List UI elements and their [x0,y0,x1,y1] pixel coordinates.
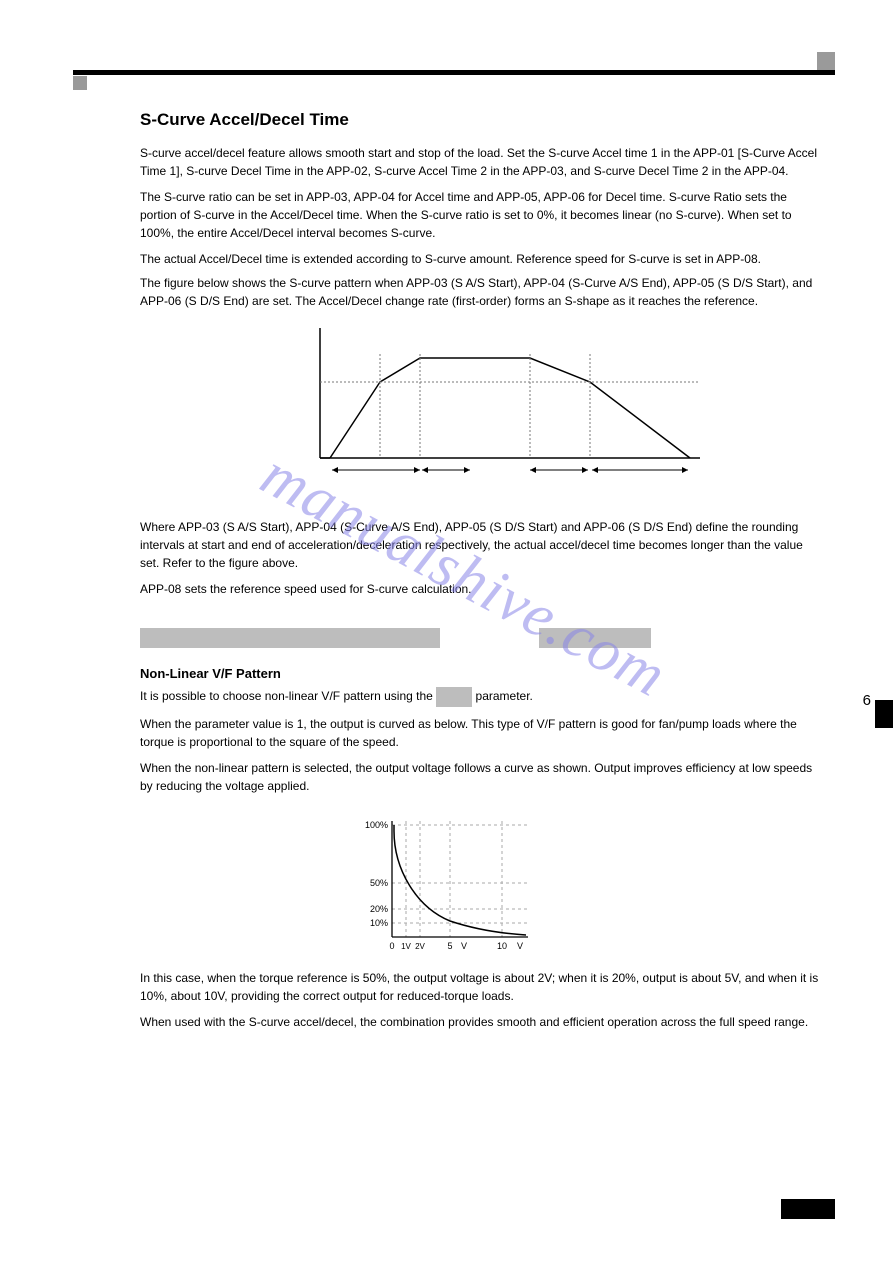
svg-text:V: V [461,941,467,951]
para-8: When used with the S-curve accel/decel, … [140,1013,823,1031]
corner-decor-top-right [817,52,835,70]
svg-text:2V: 2V [415,942,425,951]
vf-curve-diagram: 100%50%20%10%01V2V5V10V [360,809,540,959]
grey-bar-2 [539,628,651,648]
corner-decor-below-rule [73,76,87,90]
grey-bar-row [140,628,823,648]
svg-text:50%: 50% [370,878,388,888]
chapter-number: 6 [863,692,871,709]
svg-text:0: 0 [389,941,394,951]
grey-bar-1 [140,628,440,648]
svg-text:10: 10 [497,941,507,951]
svg-text:V: V [517,941,523,951]
header-rule [73,70,835,75]
para-6a-tail: parameter. [476,689,533,703]
para-1: S-curve accel/decel feature allows smoot… [140,144,823,180]
chapter-tab [875,700,893,728]
svg-text:20%: 20% [370,904,388,914]
svg-text:100%: 100% [365,820,388,830]
svg-text:1V: 1V [401,942,411,951]
section-heading-scurve: S-Curve Accel/Decel Time [140,110,823,130]
svg-text:5: 5 [447,941,452,951]
para-7: In this case, when the torque reference … [140,969,823,1005]
svg-text:10%: 10% [370,918,388,928]
section-heading-vf: Non-Linear V/F Pattern [140,666,823,681]
page-content: S-Curve Accel/Decel Time S-curve accel/d… [140,110,823,1039]
para-6a-text: It is possible to choose non-linear V/F … [140,689,433,703]
para-5: APP-08 sets the reference speed used for… [140,580,823,598]
grey-bar-inline [436,687,472,707]
para-6a: It is possible to choose non-linear V/F … [140,687,823,707]
para-2b: The actual Accel/Decel time is extended … [140,250,823,268]
para-6c: When the non-linear pattern is selected,… [140,759,823,795]
s-curve-diagram [290,318,710,508]
para-3: The figure below shows the S-curve patte… [140,274,823,310]
para-2: The S-curve ratio can be set in APP-03, … [140,188,823,242]
para-6b: When the parameter value is 1, the outpu… [140,715,823,751]
footer-decor [781,1199,835,1219]
para-4: Where APP-03 (S A/S Start), APP-04 (S-Cu… [140,518,823,572]
